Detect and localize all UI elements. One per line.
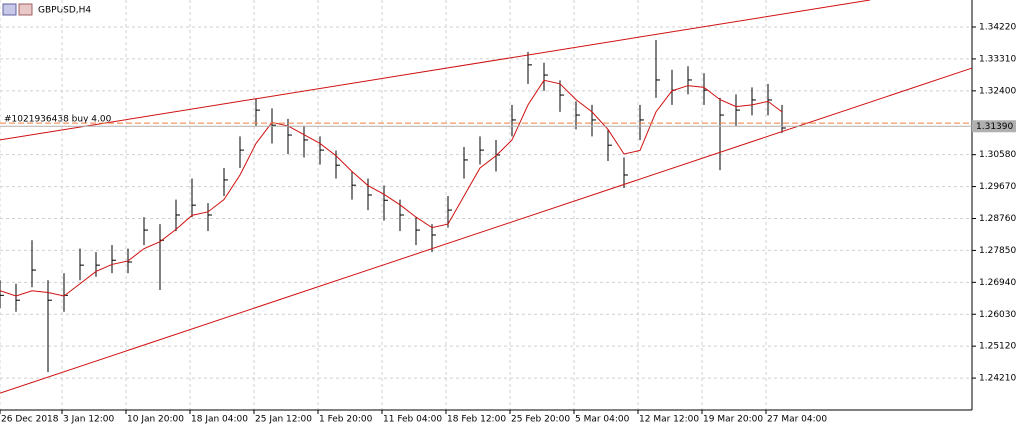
x-tick-label: 25 Feb 20:00	[511, 415, 570, 425]
x-tick-label: 26 Dec 2018	[1, 415, 59, 425]
chart-title: GBPUSD,H4	[38, 6, 91, 16]
x-tick-label: 18 Feb 12:00	[447, 415, 506, 425]
order-label: #1021936438 buy 4.00	[4, 115, 112, 125]
trend-line	[0, 0, 871, 141]
y-tick-label: 1.33310	[979, 54, 1016, 64]
y-tick-label: 1.24210	[979, 374, 1016, 384]
chart-icon	[2, 3, 17, 16]
x-tick-label: 1 Feb 20:00	[319, 415, 373, 425]
y-tick-label: 1.28760	[979, 214, 1016, 224]
y-tick-label: 1.29670	[979, 182, 1016, 192]
bid-label-box	[972, 120, 1016, 133]
x-tick-label: 10 Jan 20:00	[127, 415, 184, 425]
chart-icon	[18, 3, 33, 16]
x-tick-label: 12 Mar 12:00	[639, 415, 699, 425]
y-tick-label: 1.32400	[979, 86, 1016, 96]
x-tick-label: 5 Mar 04:00	[575, 415, 630, 425]
y-tick-label: 1.34220	[979, 23, 1016, 33]
x-tick-label: 25 Jan 12:00	[255, 415, 312, 425]
y-tick-label: 1.27850	[979, 246, 1016, 256]
trend-line	[0, 67, 973, 394]
x-tick-label: 3 Jan 12:00	[63, 415, 115, 425]
y-tick-label: 1.26030	[979, 310, 1016, 320]
x-tick-label: 11 Feb 04:00	[383, 415, 442, 425]
y-tick-label: 1.26940	[979, 278, 1016, 288]
x-tick-label: 19 Mar 20:00	[703, 415, 763, 425]
x-tick-label: 18 Jan 04:00	[191, 415, 248, 425]
y-tick-label: 1.25120	[979, 342, 1016, 352]
y-tick-label: 1.30580	[979, 150, 1016, 160]
bid-label: 1.31390	[976, 122, 1013, 132]
moving-average	[0, 79, 783, 297]
x-tick-label: 27 Mar 04:00	[767, 415, 827, 425]
